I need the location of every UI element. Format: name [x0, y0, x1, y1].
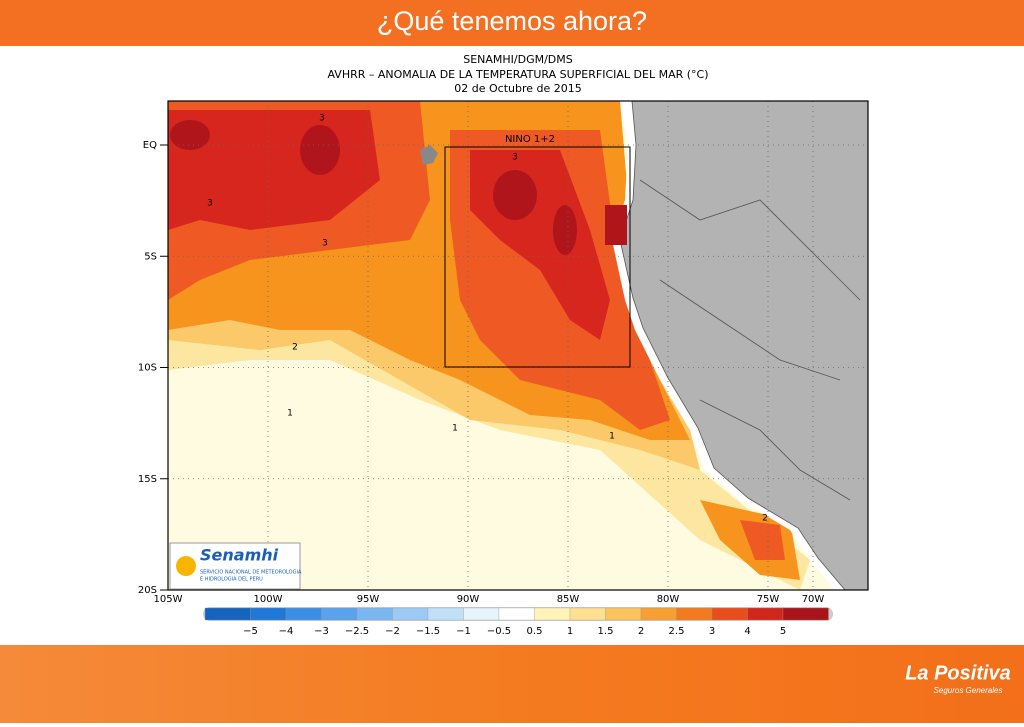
lon-label: 80W — [657, 594, 680, 605]
lon-label: 95W — [357, 594, 380, 605]
logo-sun — [176, 556, 196, 576]
contour-label: 2 — [762, 514, 768, 524]
nino-box — [444, 146, 631, 368]
colorbar-segment — [747, 607, 784, 621]
colorbar-label: 5 — [780, 626, 786, 637]
colorbar-label: −5 — [243, 626, 258, 637]
colorbar-label: −4 — [279, 626, 294, 637]
colorbar-segment — [321, 607, 358, 621]
footer-band — [0, 645, 1024, 723]
colorbar-label: −1 — [456, 626, 471, 637]
colorbar-segment — [285, 607, 322, 621]
colorbar-segment — [711, 607, 748, 621]
colorbar-segment — [782, 607, 829, 621]
lon-label: 90W — [457, 594, 480, 605]
contour-label: 1 — [287, 409, 293, 419]
logo-text: E HIDROLOGIA DEL PERU — [200, 577, 263, 583]
logo-text: SERVICIO NACIONAL DE METEOROLOGIA — [200, 570, 302, 576]
colorbar-segment — [498, 607, 535, 621]
lon-label: 75W — [757, 594, 780, 605]
colorbar-label: 3 — [709, 626, 715, 637]
lat-label: EQ — [143, 140, 157, 151]
contour-label: 3 — [207, 199, 213, 209]
colorbar-segment — [427, 607, 464, 621]
lon-label: 70W — [802, 594, 825, 605]
colorbar-segment — [640, 607, 677, 621]
lat-label: 15S — [138, 474, 157, 485]
map-header: SENAMHI/DGM/DMS — [463, 53, 573, 66]
logo-name: Senamhi — [200, 546, 279, 565]
lon-label: 105W — [154, 594, 183, 605]
contour-label: 2 — [292, 343, 298, 353]
lat-label: 10S — [138, 363, 157, 374]
lat-label: 5S — [144, 251, 157, 262]
colorbar-label: 1.5 — [598, 626, 614, 637]
colorbar-label: −3 — [314, 626, 329, 637]
colorbar-segment — [605, 607, 642, 621]
colorbar-label: 1 — [567, 626, 573, 637]
region-label: NINO 1+2 — [505, 134, 555, 145]
contour-label: 3 — [322, 239, 328, 249]
colorbar-label: −2 — [385, 626, 400, 637]
colorbar-label: −1.5 — [416, 626, 440, 637]
lon-label: 85W — [557, 594, 580, 605]
title-bar — [0, 0, 1024, 46]
colorbar-label: 2.5 — [669, 626, 685, 637]
colorbar-segment — [250, 607, 287, 621]
map-header: AVHRR – ANOMALIA DE LA TEMPERATURA SUPER… — [327, 68, 708, 81]
map-header: 02 de Octubre de 2015 — [454, 82, 582, 95]
contour-label: 1 — [452, 424, 458, 434]
colorbar-label: −0.5 — [487, 626, 511, 637]
colorbar-segment — [392, 607, 429, 621]
brand: La Positiva — [905, 662, 1011, 684]
colorbar-label: −2.5 — [345, 626, 369, 637]
colorbar: −5 −4 −3 −2.5 −2 −1.5 −1 −0.5 0.5 1 1.5 2 2.5 3 4 5 — [203, 607, 833, 637]
lon-label: 100W — [254, 594, 283, 605]
contour-label: 3 — [512, 153, 518, 163]
sst-field — [168, 101, 868, 590]
colorbar-label: 0.5 — [527, 626, 543, 637]
colorbar-label: 4 — [744, 626, 750, 637]
colorbar-segment — [676, 607, 713, 621]
colorbar-label: 2 — [638, 626, 644, 637]
map-frame — [167, 100, 869, 591]
colorbar-segment — [463, 607, 500, 621]
colorbar-segment — [569, 607, 606, 621]
lat-label: 20S — [138, 585, 157, 596]
slide-title: ¿Qué tenemos ahora? — [377, 6, 647, 36]
contour-label: 1 — [609, 432, 615, 442]
colorbar-segment — [204, 607, 251, 621]
brand-tagline: Seguros Generales — [934, 686, 1003, 695]
contour-label: 3 — [319, 114, 325, 124]
colorbar-segment — [534, 607, 571, 621]
colorbar-segment — [356, 607, 393, 621]
